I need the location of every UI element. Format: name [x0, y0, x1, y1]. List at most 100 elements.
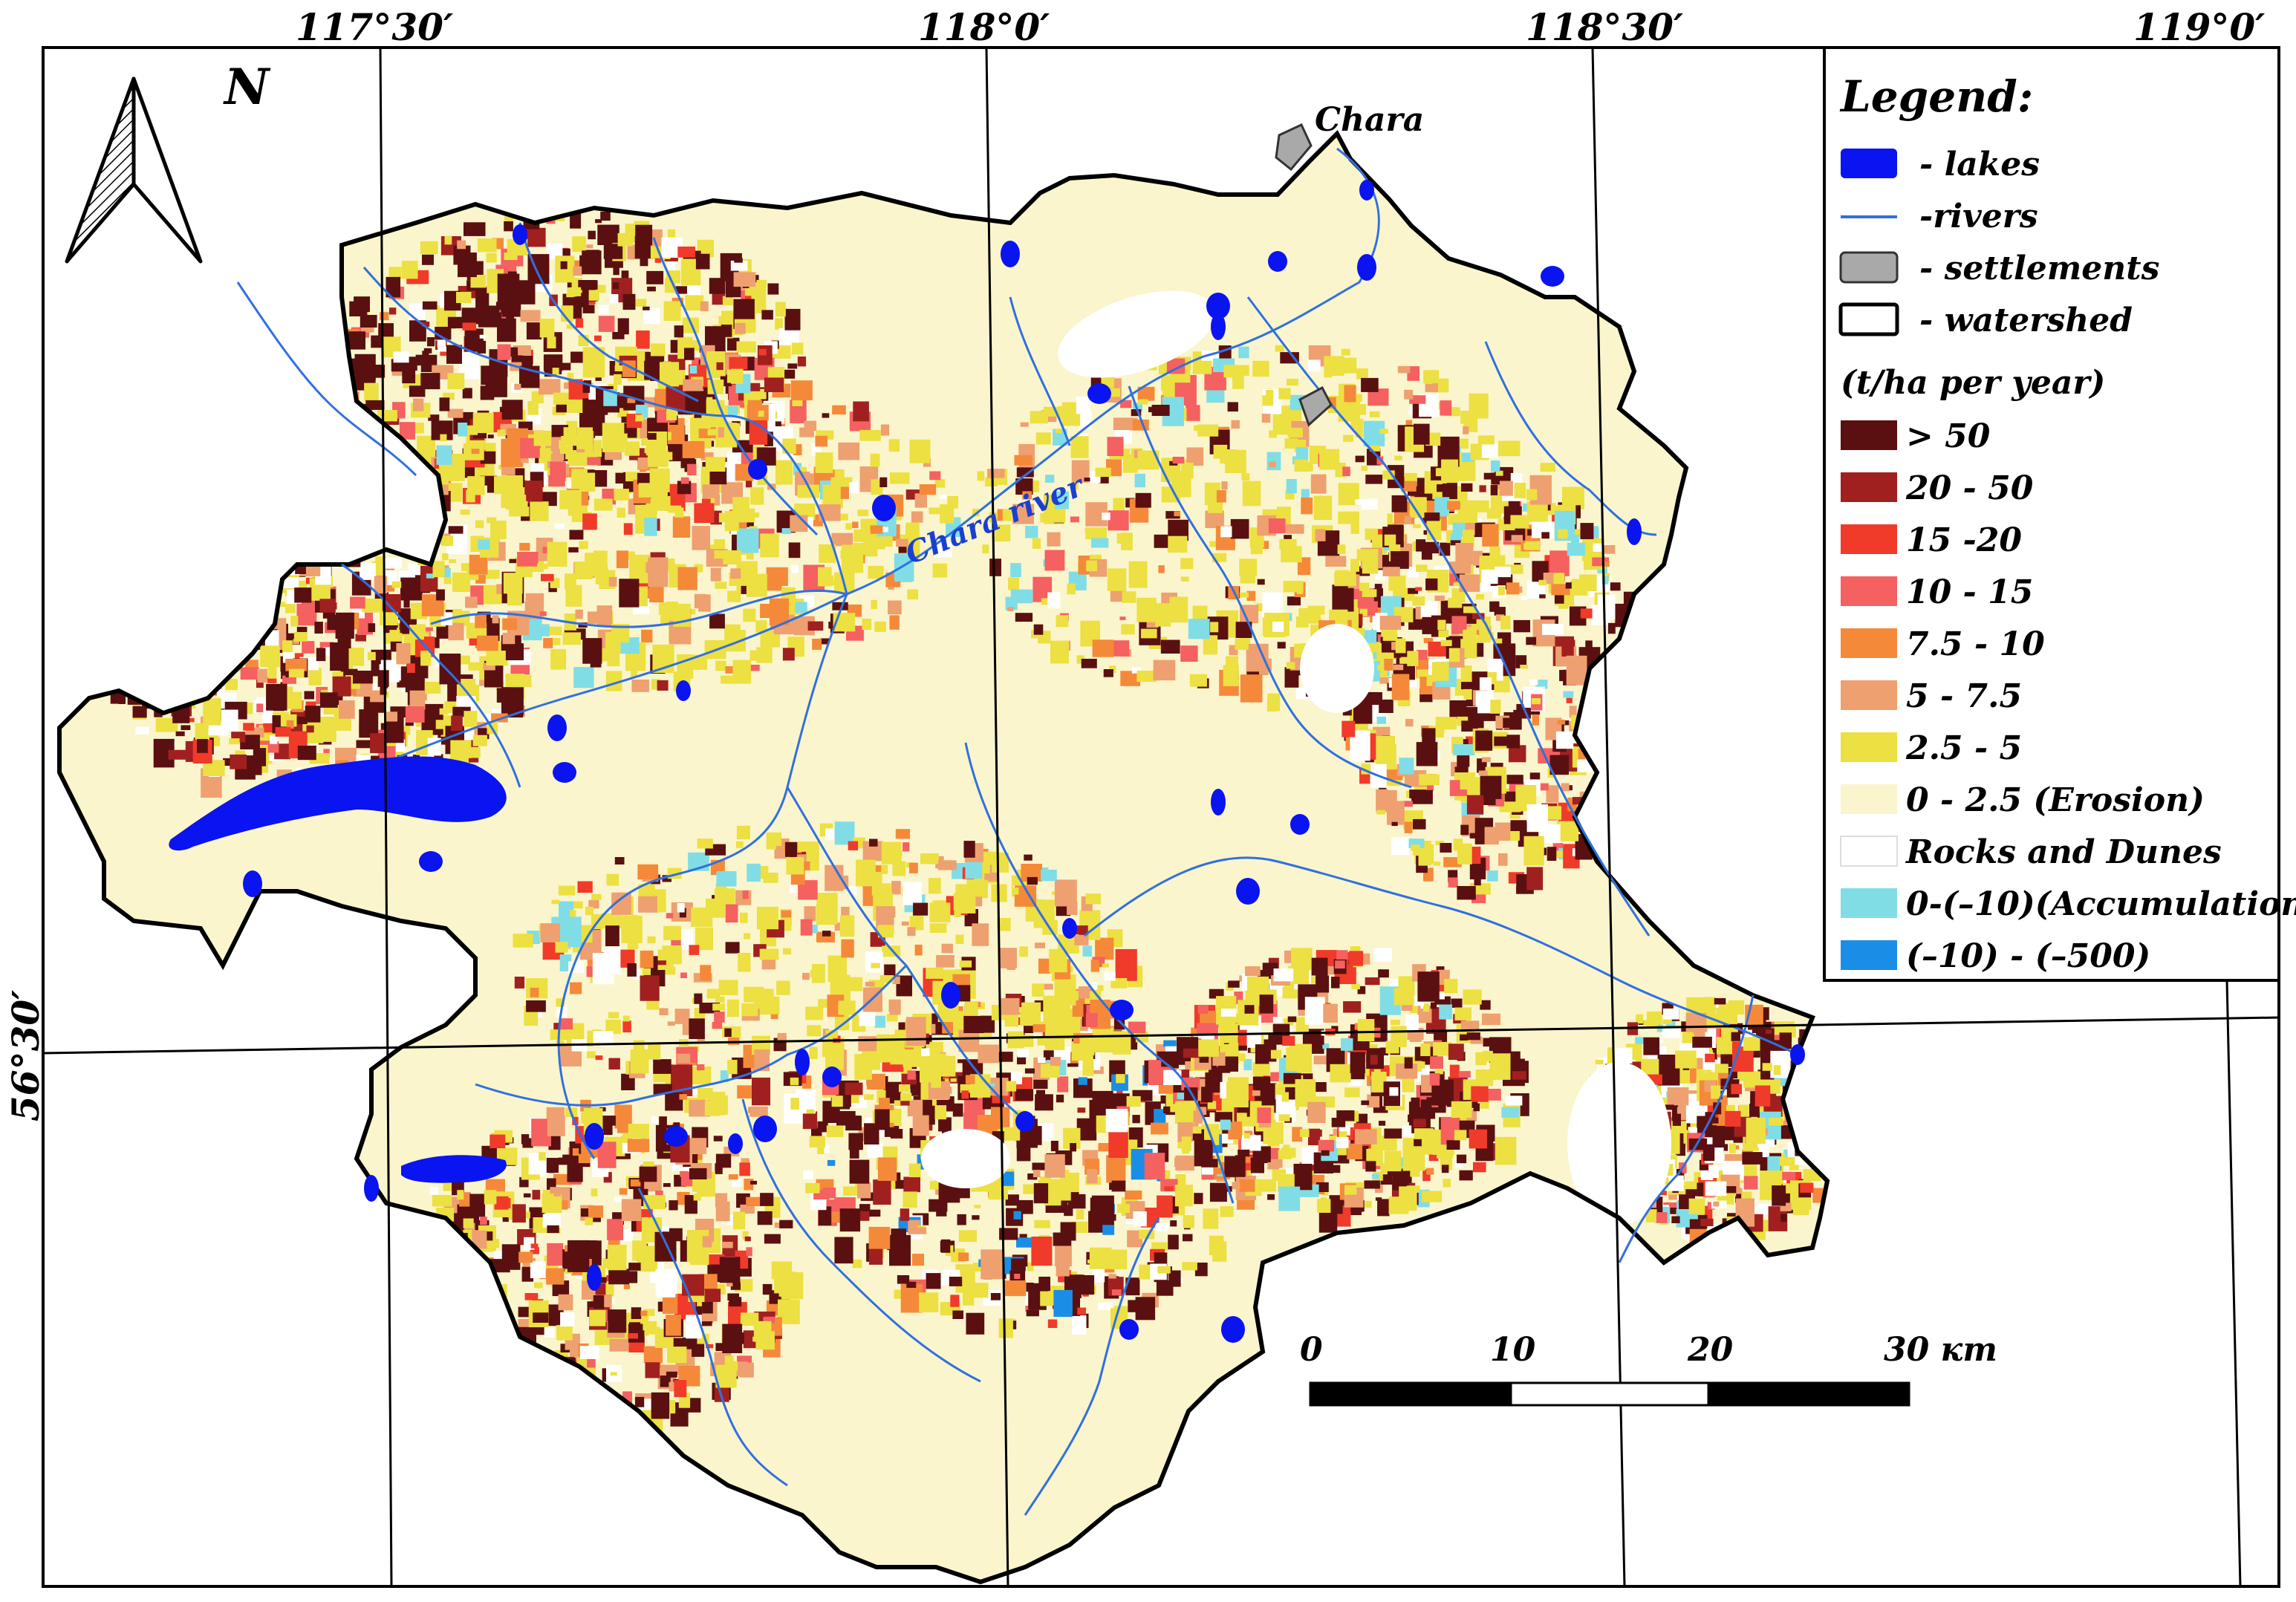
- settlements: [1275, 123, 1333, 427]
- lake-small-5: [1206, 293, 1230, 319]
- lake-small-6: [1359, 180, 1374, 201]
- river-18: [1009, 296, 1071, 446]
- legend-classes: > 50 20 - 50 15 -20 10 - 15 7.5 - 10 5 - 7.5 2…: [1840, 417, 2296, 975]
- lake-small-1: [1001, 241, 1020, 267]
- coord-56-30: 56°30′: [4, 990, 48, 1121]
- coord-118-30: 118°30′: [1526, 5, 1683, 49]
- coord-119-0: 119°0′: [2133, 5, 2265, 49]
- legend-swatch-settlements: [1839, 251, 1899, 284]
- lake-small-8: [1541, 266, 1564, 287]
- lake-small-11: [872, 495, 896, 521]
- lake-small-19: [941, 982, 960, 1009]
- scale-seg-2: [1509, 1381, 1710, 1407]
- lake-small-28: [1119, 1319, 1139, 1340]
- legend-class-swatch-5: [1841, 680, 1897, 710]
- river-2: [362, 267, 848, 595]
- river-8: [1128, 385, 1412, 789]
- legend-title: Legend:: [1839, 71, 2033, 122]
- river-9: [1246, 296, 1651, 937]
- lake-small-33: [364, 1175, 379, 1202]
- coord-117-30: 117°30′: [296, 5, 453, 49]
- lake-small-13: [547, 714, 567, 741]
- scale-tick-10: 10: [1490, 1331, 1536, 1369]
- lake-small-14: [553, 762, 576, 783]
- lake-small-2: [1087, 383, 1111, 404]
- scale-seg-1: [1309, 1381, 1512, 1407]
- scale-seg-3: [1707, 1381, 1910, 1407]
- legend-class-swatch-1: [1841, 472, 1897, 502]
- coordinate-labels: 117°30′ 118°0′ 118°30′ 119°0′ 56°30′: [4, 5, 2265, 1121]
- lake-small-26: [664, 1126, 688, 1147]
- river-3: [652, 237, 819, 536]
- legend-class-swatch-10: [1841, 940, 1897, 970]
- legend-swatch-watershed: [1838, 302, 1899, 336]
- lake-small-12: [676, 680, 691, 701]
- legend-class-swatch-0: [1841, 420, 1897, 450]
- settlement-chara: [1275, 123, 1313, 172]
- legend-class-label-6: 2.5 - 5: [1905, 729, 2022, 767]
- scale-tick-30: 30 кm: [1884, 1331, 1997, 1369]
- scale-bar: 0 10 20 30 кm: [1300, 1331, 1997, 1407]
- legend-class-label-2: 15 -20: [1906, 521, 2022, 559]
- coord-118-0: 118°0′: [918, 5, 1050, 49]
- settlement-label: Chara: [1315, 101, 1424, 139]
- legend-class-label-10: (–10) - (–500): [1906, 937, 2150, 975]
- river-5: [786, 787, 1018, 1116]
- river-12: [741, 1098, 981, 1383]
- legend-label-rivers: -rivers: [1919, 198, 2038, 235]
- river-7: [1084, 856, 1798, 1056]
- river-network: [185, 147, 1798, 1516]
- meridian-119-0: [2225, 980, 2242, 1587]
- lake-small-21: [795, 1049, 810, 1075]
- river-11: [475, 964, 908, 1107]
- legend-class-label-4: 7.5 - 10: [1906, 625, 2045, 663]
- lake-small-4: [1268, 251, 1287, 272]
- settlement-2: [1298, 385, 1333, 427]
- lake-small-24: [728, 1133, 743, 1154]
- meridian-117-30: [379, 47, 393, 1587]
- legend-class-label-0: > 50: [1906, 417, 1991, 455]
- north-arrow-right-half-icon: [131, 76, 203, 264]
- lake-small-17: [1236, 878, 1260, 905]
- legend-class-label-9: 0-(–10)(Accumulation): [1906, 885, 2296, 923]
- parallel-56-30: [42, 1016, 2280, 1055]
- lake-small-25: [585, 1123, 604, 1150]
- scale-tick-20: 20: [1687, 1331, 1734, 1369]
- lake-small-15: [1211, 789, 1226, 815]
- legend-class-label-8: Rocks and Dunes: [1905, 833, 2222, 871]
- lake-small-7: [1357, 254, 1376, 281]
- legend-label-watershed: - watershed: [1919, 302, 2133, 339]
- lake-small-0: [513, 224, 527, 245]
- lake-small-30: [1790, 1044, 1805, 1065]
- lakes: [169, 180, 1805, 1343]
- lake-small-32: [419, 851, 443, 872]
- legend-class-swatch-6: [1841, 732, 1897, 762]
- legend-unit: (t/ha per year): [1841, 364, 2105, 402]
- legend-class-swatch-8: [1840, 836, 1898, 867]
- meridian-118-30: [1591, 47, 1626, 1587]
- legend-class-swatch-4: [1841, 628, 1897, 658]
- river-4: [557, 593, 848, 1159]
- river-14: [1024, 1217, 1160, 1516]
- legend-class-swatch-3: [1841, 576, 1897, 606]
- legend-class-label-7: 0 - 2.5 (Erosion): [1906, 781, 2205, 819]
- lake-small-27: [587, 1264, 602, 1291]
- north-arrow: N: [65, 58, 271, 264]
- river-15: [1618, 994, 1754, 1263]
- lake-small-23: [753, 1116, 777, 1142]
- lake-small-16: [1290, 814, 1310, 835]
- lake-small-20: [1110, 1000, 1134, 1020]
- lake-small-22: [822, 1067, 842, 1087]
- legend-class-swatch-9: [1841, 888, 1897, 918]
- lake-small-34: [1015, 1111, 1035, 1132]
- meridian-118-0: [985, 47, 1009, 1587]
- graticule: [42, 47, 2280, 1587]
- river-16: [236, 281, 417, 477]
- legend: Legend: - lakes -rivers - settlements - …: [1823, 46, 2296, 982]
- lake-south: [401, 1155, 507, 1183]
- scale-tick-0: 0: [1300, 1331, 1323, 1369]
- legend-class-label-1: 20 - 50: [1905, 469, 2034, 507]
- river-17: [518, 222, 699, 403]
- lake-small-9: [1627, 518, 1642, 545]
